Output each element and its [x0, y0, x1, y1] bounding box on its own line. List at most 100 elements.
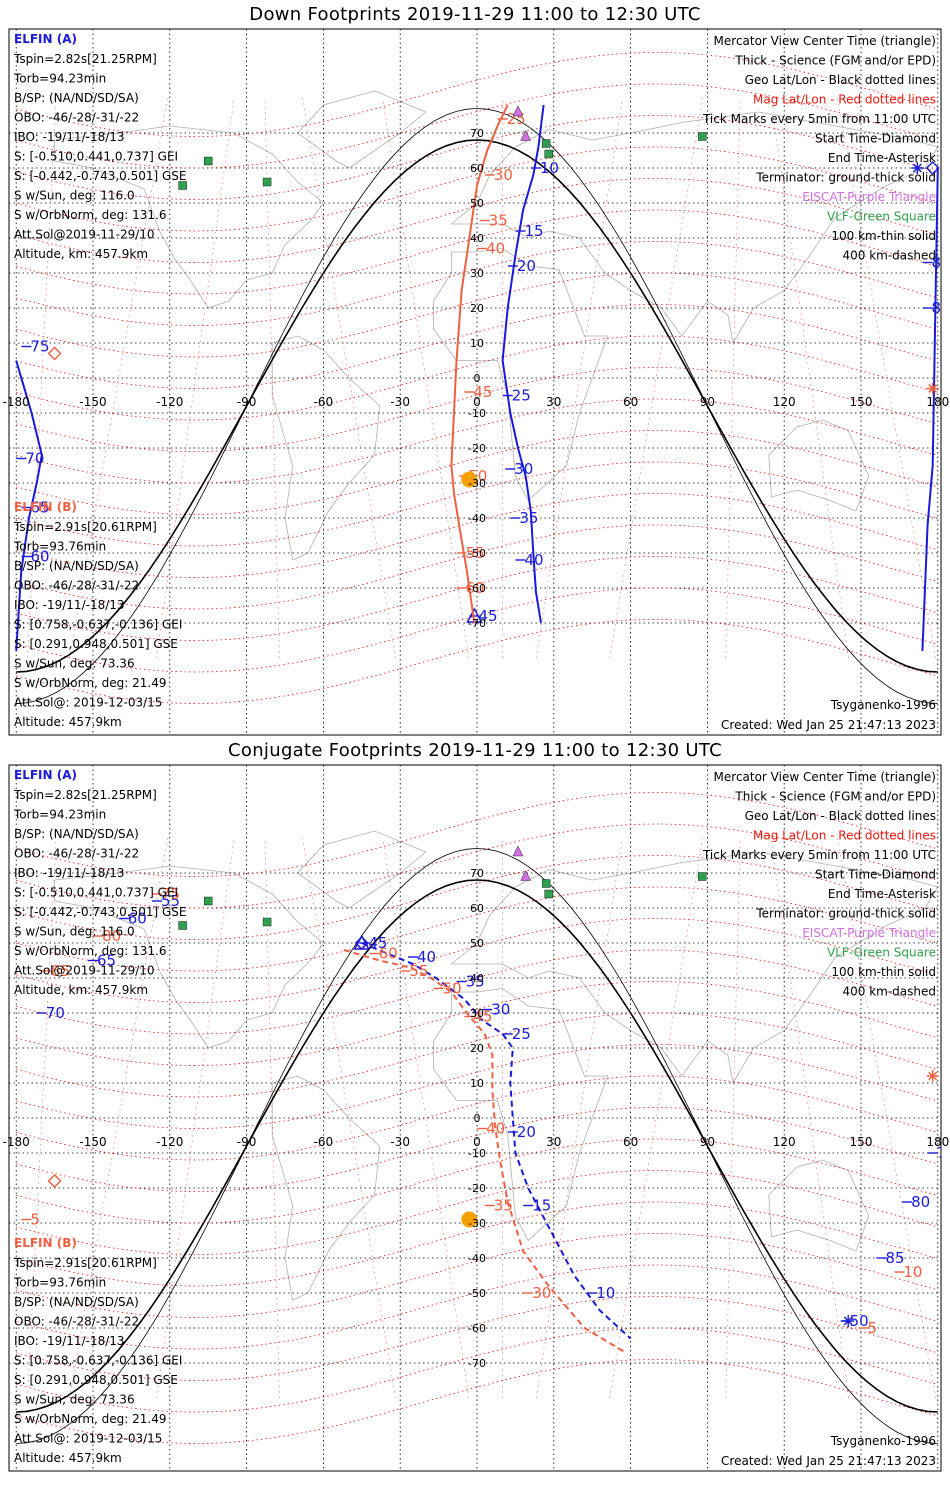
track-tick-label: 35 [519, 509, 538, 527]
elfin-b-info-line: S: [0.758,-0.637,-0.136] GEI [14, 618, 182, 632]
track-a-seg0 [361, 942, 632, 1340]
coastline-3 [450, 851, 939, 1085]
track-tick-label: 35 [489, 212, 508, 230]
elfin-a-info-line: Tspin=2.82s[21.25RPM] [13, 52, 157, 66]
mag-lon-line [536, 837, 623, 1399]
track-a-seg0 [15, 167, 939, 652]
legend-entry: Geo Lat/Lon - Black dotted lines [745, 73, 936, 87]
vlf-square [262, 917, 272, 927]
elfin-a-info-line: B/SP: (NA/ND/SD/SA) [14, 91, 139, 105]
elfin-a-info-line: Altitude, km: 457.9km [14, 983, 148, 997]
track-tick-label: 25 [512, 1025, 531, 1043]
legend-entry: Tick Marks every 5min from 11:00 UTC [702, 112, 936, 126]
legend-entry: 100 km-thin solid [831, 965, 936, 979]
coastline-3 [450, 111, 939, 345]
x-tick-label: 150 [850, 1135, 873, 1149]
legend-entry: Terminator: ground-thick solid [755, 907, 936, 921]
track-tick-label: 30 [494, 166, 513, 184]
y-tick-label: 60 [470, 162, 484, 175]
elfin-b-name: ELFIN (B) [14, 1236, 77, 1250]
vlf-square [544, 889, 553, 899]
legend-entry: Mercator View Center Time (triangle) [714, 770, 936, 784]
legend-entry: VLF-Green Square [827, 210, 936, 224]
elfin-a-info-line: S: [-0.510,0.441,0.737] GEI [14, 150, 178, 164]
track-tick-label: 60 [466, 579, 485, 597]
elfin-a-info-line: S w/OrbNorm, deg: 131.6 [14, 208, 166, 222]
y-tick-label: 50 [470, 197, 484, 210]
legend-entry: 400 km-dashed [842, 249, 936, 263]
y-tick-label: 0 [474, 1112, 481, 1125]
end-asterisk [911, 162, 924, 174]
track-tick-label: 30 [514, 460, 533, 478]
y-tick-label: -60 [468, 582, 486, 595]
x-tick-label: 0 [473, 395, 481, 409]
track-b-seg0 [450, 104, 509, 624]
x-tick-label: -60 [314, 395, 334, 409]
y-tick-label: 40 [470, 232, 484, 245]
track-tick-label: 15 [532, 1197, 551, 1215]
mag-lon-line [609, 97, 704, 659]
legend-entry: Start Time-Diamond [815, 132, 936, 146]
track-tick-label: 35 [466, 973, 485, 991]
elfin-a-info-line: Att.Sol@2019-11-29/10 [14, 964, 155, 978]
legend-entry: Mercator View Center Time (triangle) [714, 34, 936, 48]
legend-entry: Tick Marks every 5min from 11:00 UTC [702, 848, 936, 862]
x-tick-label: -150 [79, 395, 106, 409]
x-tick-label: -120 [156, 1135, 183, 1149]
track-tick-label: 80 [911, 1193, 930, 1211]
track-tick-label: 55 [161, 892, 180, 910]
elfin-a-info-line: S: [-0.442,-0.743,0.501] GSE [14, 905, 187, 919]
elfin-a-info-line: S w/Sun, deg: 116.0 [14, 925, 135, 939]
mag-lon-line [382, 837, 470, 1399]
start-diamond [47, 346, 62, 361]
elfin-b-info-line: S w/Sun, deg: 73.36 [14, 1393, 135, 1407]
legend-entry: EISCAT-Purple Triangle [802, 926, 936, 940]
x-tick-label: 60 [623, 1135, 638, 1149]
sun-icon [461, 471, 478, 488]
panel-title-down: Down Footprints 2019-11-29 11:00 to 12:3… [249, 4, 701, 25]
track-tick-label: 80 [102, 927, 121, 945]
x-tick-label: -180 [3, 1135, 30, 1149]
track-tick-label: 40 [525, 551, 544, 569]
y-tick-label: 70 [470, 867, 484, 880]
elfin-b-info-line: S: [0.758,-0.637,-0.136] GEI [14, 1354, 182, 1368]
track-tick-label: 65 [30, 499, 49, 517]
created-label: Created: Wed Jan 25 21:47:13 2023 [721, 1454, 936, 1468]
eiscat-triangle [512, 845, 524, 857]
legend-entry: EISCAT-Purple Triangle [802, 190, 936, 204]
model-label: Tsyganenko-1996 [830, 1434, 936, 1448]
x-tick-label: 30 [546, 1135, 561, 1149]
elfin-a-info-line: Att.Sol@2019-11-29/10 [14, 228, 155, 242]
start-diamond [925, 161, 940, 175]
y-tick-label: -10 [468, 1147, 486, 1160]
mag-lon-line [536, 97, 623, 659]
y-tick-label: -40 [468, 1252, 486, 1265]
mag-lon-line [69, 837, 168, 1399]
plot-frame [8, 764, 942, 1472]
vlf-square [698, 132, 707, 141]
x-tick-label: 120 [773, 1135, 796, 1149]
track-tick-label: 20 [517, 1123, 536, 1141]
vlf-square [203, 156, 213, 166]
track-tick-label: 40 [486, 240, 505, 258]
model-label: Tsyganenko-1996 [830, 698, 936, 712]
x-tick-label: 150 [850, 395, 873, 409]
end-asterisk [926, 382, 939, 395]
y-tick-label: -50 [468, 1287, 486, 1300]
legend-entry: Mag Lat/Lon - Red dotted lines [753, 93, 936, 107]
track-tick-label: 5 [30, 1211, 40, 1229]
vlf-square [178, 921, 187, 930]
elfin-a-info-line: IBO: -19/11/-18/13 [14, 130, 125, 144]
vlf-square [544, 149, 553, 159]
elfin-b-info-line: B/SP: (NA/ND/SD/SA) [14, 559, 139, 573]
elfin-a-info-line: S w/Sun, deg: 116.0 [14, 189, 135, 203]
y-tick-label: 70 [470, 127, 484, 140]
elfin-a-info-line: S w/OrbNorm, deg: 131.6 [14, 944, 166, 958]
mag-lon-line [156, 837, 235, 1399]
legend-entry: Geo Lat/Lon - Black dotted lines [745, 809, 936, 823]
terminator-ground [16, 879, 938, 1413]
y-tick-label: 10 [470, 337, 484, 350]
elfin-b-info-line: OBO: -46/-28/-31/-22 [14, 579, 139, 593]
y-tick-label: -30 [468, 477, 486, 490]
track-tick-label: 45 [368, 934, 387, 952]
